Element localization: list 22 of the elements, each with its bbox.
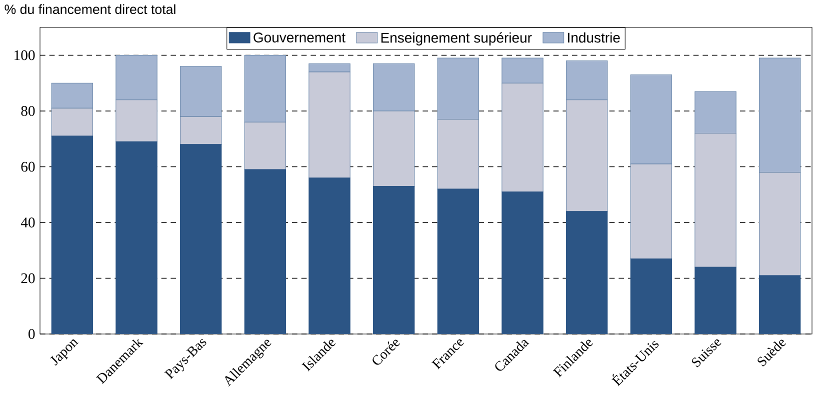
legend-label: Industrie — [568, 32, 620, 43]
bar — [694, 266, 736, 334]
legend-label: Enseignement supérieur — [381, 32, 532, 46]
bar — [308, 178, 350, 334]
bar — [502, 192, 544, 334]
bar — [437, 188, 480, 334]
y-tick-label: 60 — [21, 162, 35, 172]
bar — [566, 211, 608, 334]
bar — [116, 141, 158, 334]
legend-label: Gouvernement — [254, 32, 346, 42]
bar — [372, 186, 415, 334]
y-tick-label: 40 — [20, 218, 35, 228]
bar — [51, 136, 94, 334]
y-tick-label: 80 — [21, 106, 35, 116]
y-tick-label: 100 — [14, 50, 35, 60]
bar — [180, 144, 222, 334]
y-tick-label: 20 — [21, 273, 35, 284]
bar — [758, 275, 801, 334]
bar — [244, 169, 286, 334]
y-axis-title: % du financement direct total — [4, 4, 176, 14]
y-tick-label: 0 — [28, 329, 35, 339]
bar — [630, 258, 672, 334]
